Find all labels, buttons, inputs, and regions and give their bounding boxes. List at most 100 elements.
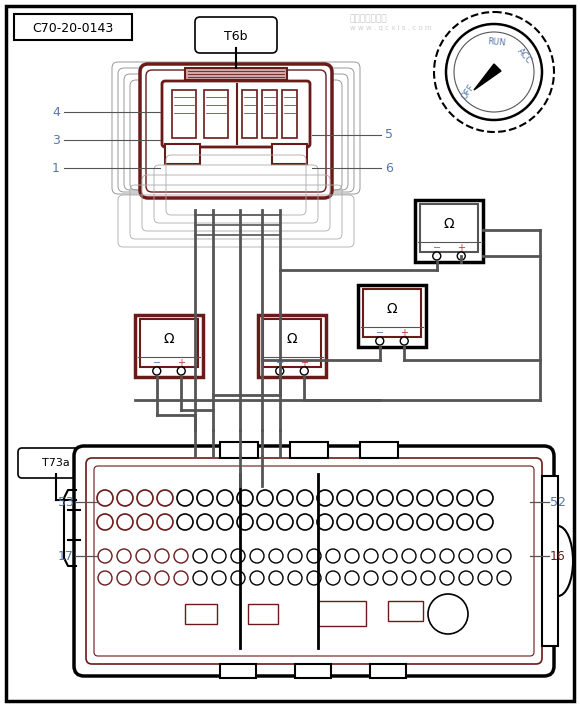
FancyBboxPatch shape	[162, 81, 310, 147]
Circle shape	[383, 571, 397, 585]
Circle shape	[157, 490, 173, 506]
Circle shape	[177, 490, 193, 506]
Bar	[172, 90, 196, 138]
FancyBboxPatch shape	[74, 446, 554, 676]
Bar	[358, 285, 426, 347]
Circle shape	[402, 549, 416, 563]
Circle shape	[457, 252, 465, 260]
Circle shape	[440, 549, 454, 563]
Text: −: −	[276, 358, 284, 368]
Circle shape	[257, 514, 273, 530]
Circle shape	[364, 571, 378, 585]
Circle shape	[153, 367, 161, 375]
Polygon shape	[474, 64, 501, 90]
Circle shape	[400, 337, 408, 345]
Circle shape	[497, 571, 511, 585]
Text: 16: 16	[550, 549, 565, 563]
Circle shape	[277, 490, 293, 506]
Circle shape	[217, 490, 233, 506]
Text: T73a: T73a	[42, 458, 70, 468]
Circle shape	[193, 549, 207, 563]
Text: −: −	[153, 358, 161, 368]
Circle shape	[457, 490, 473, 506]
Bar	[248, 604, 278, 624]
Circle shape	[357, 514, 373, 530]
Text: Ω: Ω	[164, 332, 175, 346]
Text: 3: 3	[52, 134, 60, 146]
Circle shape	[459, 549, 473, 563]
Circle shape	[376, 337, 384, 345]
Circle shape	[155, 571, 169, 585]
Circle shape	[137, 490, 153, 506]
Bar	[272, 144, 307, 164]
Circle shape	[288, 549, 302, 563]
Bar	[165, 144, 200, 164]
Text: +: +	[400, 328, 408, 338]
Circle shape	[288, 571, 302, 585]
Bar	[140, 319, 198, 367]
Text: ACC: ACC	[515, 47, 533, 66]
Bar	[318, 601, 366, 626]
Text: +: +	[300, 358, 308, 368]
Circle shape	[297, 490, 313, 506]
Circle shape	[98, 571, 112, 585]
Circle shape	[174, 549, 188, 563]
Circle shape	[269, 571, 283, 585]
Text: C70-20-0143: C70-20-0143	[32, 21, 114, 35]
Text: 17: 17	[58, 549, 74, 563]
Circle shape	[98, 549, 112, 563]
Circle shape	[446, 24, 542, 120]
Text: Ω: Ω	[444, 216, 454, 230]
Text: +: +	[457, 243, 465, 253]
Text: +: +	[177, 358, 185, 368]
Circle shape	[136, 571, 150, 585]
Circle shape	[478, 571, 492, 585]
Circle shape	[397, 514, 413, 530]
Circle shape	[197, 514, 213, 530]
Bar	[415, 200, 483, 262]
Circle shape	[440, 571, 454, 585]
Circle shape	[157, 514, 173, 530]
Circle shape	[357, 490, 373, 506]
Text: 1: 1	[52, 161, 60, 175]
Circle shape	[326, 549, 340, 563]
Bar	[185, 604, 217, 624]
Circle shape	[454, 32, 534, 112]
Circle shape	[478, 549, 492, 563]
Circle shape	[402, 571, 416, 585]
Circle shape	[177, 367, 185, 375]
FancyBboxPatch shape	[195, 17, 277, 53]
Bar	[242, 90, 257, 138]
Bar	[295, 664, 331, 678]
Circle shape	[197, 490, 213, 506]
Bar	[370, 664, 406, 678]
Bar	[262, 90, 277, 138]
Circle shape	[477, 490, 493, 506]
Bar	[363, 289, 421, 337]
Text: RUN: RUN	[487, 37, 506, 47]
Circle shape	[117, 549, 131, 563]
Circle shape	[155, 549, 169, 563]
Text: OFF: OFF	[459, 83, 476, 101]
Circle shape	[459, 571, 473, 585]
Circle shape	[433, 252, 441, 260]
FancyBboxPatch shape	[6, 6, 574, 701]
Bar	[220, 442, 258, 458]
Circle shape	[277, 514, 293, 530]
Circle shape	[231, 571, 245, 585]
Text: w w w . q c x i s . c o m: w w w . q c x i s . c o m	[350, 25, 432, 31]
Circle shape	[136, 549, 150, 563]
Circle shape	[217, 514, 233, 530]
Text: T6b: T6b	[224, 30, 248, 42]
Circle shape	[337, 490, 353, 506]
Text: 汽车维修技术网: 汽车维修技术网	[350, 14, 387, 23]
Text: Ω: Ω	[387, 302, 397, 315]
Bar	[263, 319, 321, 367]
Circle shape	[307, 549, 321, 563]
Bar	[290, 442, 328, 458]
Circle shape	[231, 549, 245, 563]
Circle shape	[437, 514, 453, 530]
Bar	[135, 315, 203, 377]
Circle shape	[326, 571, 340, 585]
Circle shape	[117, 514, 133, 530]
